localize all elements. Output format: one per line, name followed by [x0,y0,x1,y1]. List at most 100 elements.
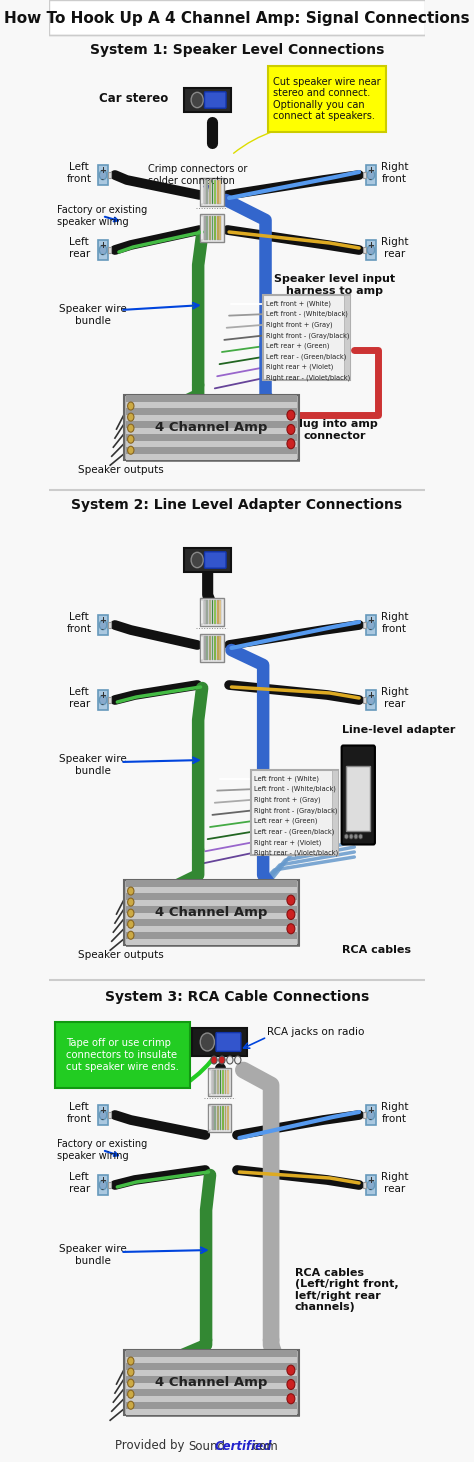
FancyBboxPatch shape [366,690,375,711]
Circle shape [100,696,107,705]
Text: Tape off or use crimp
connectors to insulate
cut speaker wire ends.: Tape off or use crimp connectors to insu… [66,1038,179,1072]
Bar [228,1070,229,1094]
FancyBboxPatch shape [366,240,375,260]
Text: Right
rear: Right rear [381,687,409,709]
Bar [108,173,111,178]
FancyBboxPatch shape [125,395,299,461]
FancyBboxPatch shape [200,598,224,626]
Bar [217,636,219,659]
Bar [214,216,216,240]
Bar [49,0,425,35]
Bar [126,395,297,402]
Text: Right rear + (Violet): Right rear + (Violet) [266,364,334,370]
Bar [209,180,211,205]
FancyBboxPatch shape [200,635,224,662]
Circle shape [367,1180,374,1190]
Bar [332,770,338,855]
Text: -: - [101,1116,104,1124]
Bar [126,427,297,434]
Bar [219,599,221,624]
FancyBboxPatch shape [99,690,108,711]
Circle shape [128,1379,134,1387]
Text: -: - [101,175,104,184]
Circle shape [354,833,358,839]
Bar [211,599,213,624]
FancyBboxPatch shape [208,1104,231,1132]
Text: Right front - (Gray/black): Right front - (Gray/black) [255,807,338,814]
Text: Left
rear: Left rear [69,687,90,709]
Text: Sound: Sound [188,1440,225,1453]
Bar [214,636,216,659]
Circle shape [235,1056,241,1064]
Text: Factory or existing
speaker wiring: Factory or existing speaker wiring [57,1139,147,1161]
Bar [201,180,203,205]
Text: Left
front: Left front [67,613,92,635]
FancyBboxPatch shape [263,295,350,380]
Text: -: - [101,1186,104,1194]
Bar [207,216,208,240]
Circle shape [211,1056,217,1064]
Bar [228,1105,229,1130]
Bar [126,434,297,440]
Bar [363,247,366,253]
Text: Speaker wire
bundle: Speaker wire bundle [59,754,127,776]
FancyBboxPatch shape [125,880,299,944]
Text: Right
rear: Right rear [381,1173,409,1194]
Circle shape [128,909,134,917]
Text: Speaker outputs: Speaker outputs [78,950,164,961]
Bar [126,880,297,886]
Text: Right
front: Right front [381,162,409,184]
Circle shape [128,920,134,928]
Text: Left front + (White): Left front + (White) [266,300,331,307]
Text: +: + [367,1105,374,1116]
Text: -: - [369,250,372,259]
Bar [126,1357,297,1363]
FancyBboxPatch shape [184,548,231,572]
Bar [219,1070,221,1094]
Text: Right front + (Gray): Right front + (Gray) [255,797,321,803]
Bar [126,906,297,912]
FancyBboxPatch shape [366,614,375,636]
Bar [126,925,297,931]
FancyBboxPatch shape [200,213,224,243]
Bar [209,599,211,624]
Circle shape [345,833,348,839]
Bar [126,912,297,920]
Text: Right
front: Right front [381,613,409,635]
Bar [217,1070,219,1094]
FancyBboxPatch shape [126,398,301,462]
Text: Speaker outputs: Speaker outputs [78,465,164,475]
Text: Plug into amp
connector: Plug into amp connector [291,420,378,442]
Bar [207,636,208,659]
Bar [217,216,219,240]
Text: -: - [101,626,104,635]
Bar [209,1105,211,1130]
Bar [108,247,111,253]
FancyBboxPatch shape [342,746,375,845]
Circle shape [128,446,134,455]
Text: System 1: Speaker Level Connections: System 1: Speaker Level Connections [90,42,384,57]
Bar [209,1070,211,1094]
Bar [344,295,350,380]
Bar [126,453,297,461]
Bar [219,216,221,240]
Text: +: + [99,241,106,250]
Circle shape [200,1034,214,1051]
Bar [108,1181,111,1189]
Circle shape [367,1110,374,1120]
Bar [212,1105,214,1130]
Circle shape [128,1357,134,1366]
Text: Factory or existing
speaker wiring: Factory or existing speaker wiring [57,205,147,227]
FancyBboxPatch shape [99,165,108,186]
Circle shape [100,1180,107,1190]
FancyBboxPatch shape [204,92,226,108]
Bar [209,636,211,659]
FancyBboxPatch shape [99,1105,108,1126]
Text: Left rear + (Green): Left rear + (Green) [255,817,318,825]
Bar [214,180,216,205]
Bar [126,402,297,408]
Circle shape [287,1393,295,1404]
Circle shape [367,246,374,254]
Bar [211,216,213,240]
Text: Right rear - (Violet/black): Right rear - (Violet/black) [266,374,351,382]
